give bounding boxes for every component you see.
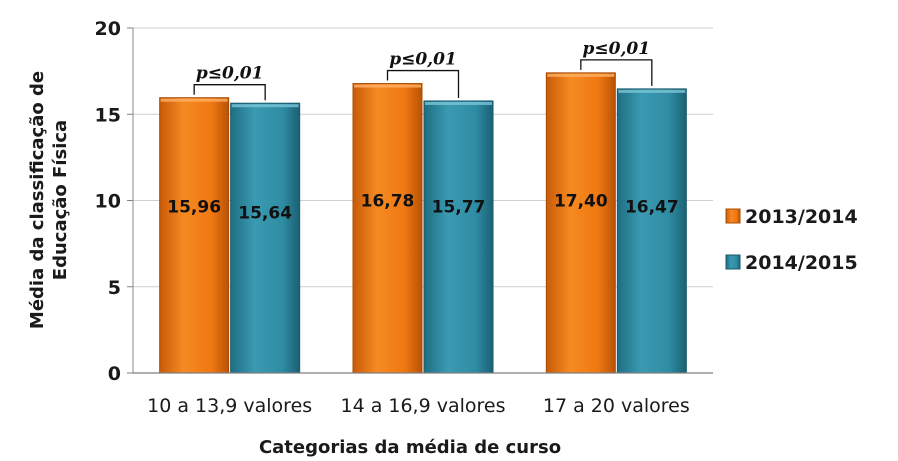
legend: 2013/2014 2014/2015 (725, 206, 858, 274)
bar-highlight (425, 101, 492, 105)
x-axis-title: Categorias da média de curso (259, 437, 561, 458)
bar-series-2 (230, 102, 301, 374)
significance-label: p≤0,01 (583, 39, 651, 59)
gridlines (133, 27, 713, 288)
x-tick-label: 14 a 16,9 valores (340, 395, 505, 417)
data-label: 15,96 (167, 198, 221, 218)
data-label: 16,47 (625, 198, 679, 218)
x-axis: 10 a 13,9 valores 14 a 16,9 valores 17 a 2… (133, 372, 713, 417)
y-axis-title-line-1: Média da classificação de (27, 71, 48, 329)
data-label: 17,40 (554, 192, 608, 212)
legend-swatch (725, 208, 741, 224)
significance-brackets: p≤0,01 p≤0,01 p≤0,01 (193, 39, 653, 101)
bar-highlight (354, 84, 421, 88)
x-tick-label: 10 a 13,9 valores (147, 395, 312, 417)
data-label: 15,64 (238, 204, 292, 224)
bar-highlight (160, 98, 228, 102)
significance-bracket (580, 59, 653, 86)
x-tick-label: 17 a 20 valores (543, 395, 690, 417)
legend-label: 2013/2014 (745, 206, 858, 228)
data-label: 16,78 (361, 192, 415, 212)
bars (159, 72, 687, 374)
significance-bracket (386, 69, 460, 98)
legend-label: 2014/2015 (745, 252, 858, 274)
bar-series-2 (616, 88, 687, 374)
data-labels: 15,96 15,64 16,78 15,77 17,40 16,47 (167, 192, 678, 224)
y-tick-label: 0 (108, 363, 121, 385)
legend-swatch (725, 254, 741, 270)
bar-highlight (231, 104, 299, 108)
significance-label: p≤0,01 (196, 64, 264, 84)
y-tick-label: 20 (95, 18, 121, 40)
significance-bracket (193, 84, 266, 101)
bar-highlight (618, 89, 686, 93)
y-axis-title-line-2: Educação Física (50, 120, 71, 280)
bar-series-1 (159, 97, 230, 374)
y-tick-label: 10 (95, 191, 121, 213)
bar-series-1 (352, 83, 423, 374)
bar-highlight (547, 73, 615, 77)
bar-series-2 (423, 100, 494, 374)
y-tick-label: 15 (95, 104, 121, 126)
y-tick-label: 5 (108, 277, 121, 299)
y-axis: 0 5 10 15 20 (95, 18, 134, 385)
bar-series-1 (545, 72, 616, 374)
significance-label: p≤0,01 (389, 50, 457, 70)
data-label: 15,77 (432, 198, 486, 218)
